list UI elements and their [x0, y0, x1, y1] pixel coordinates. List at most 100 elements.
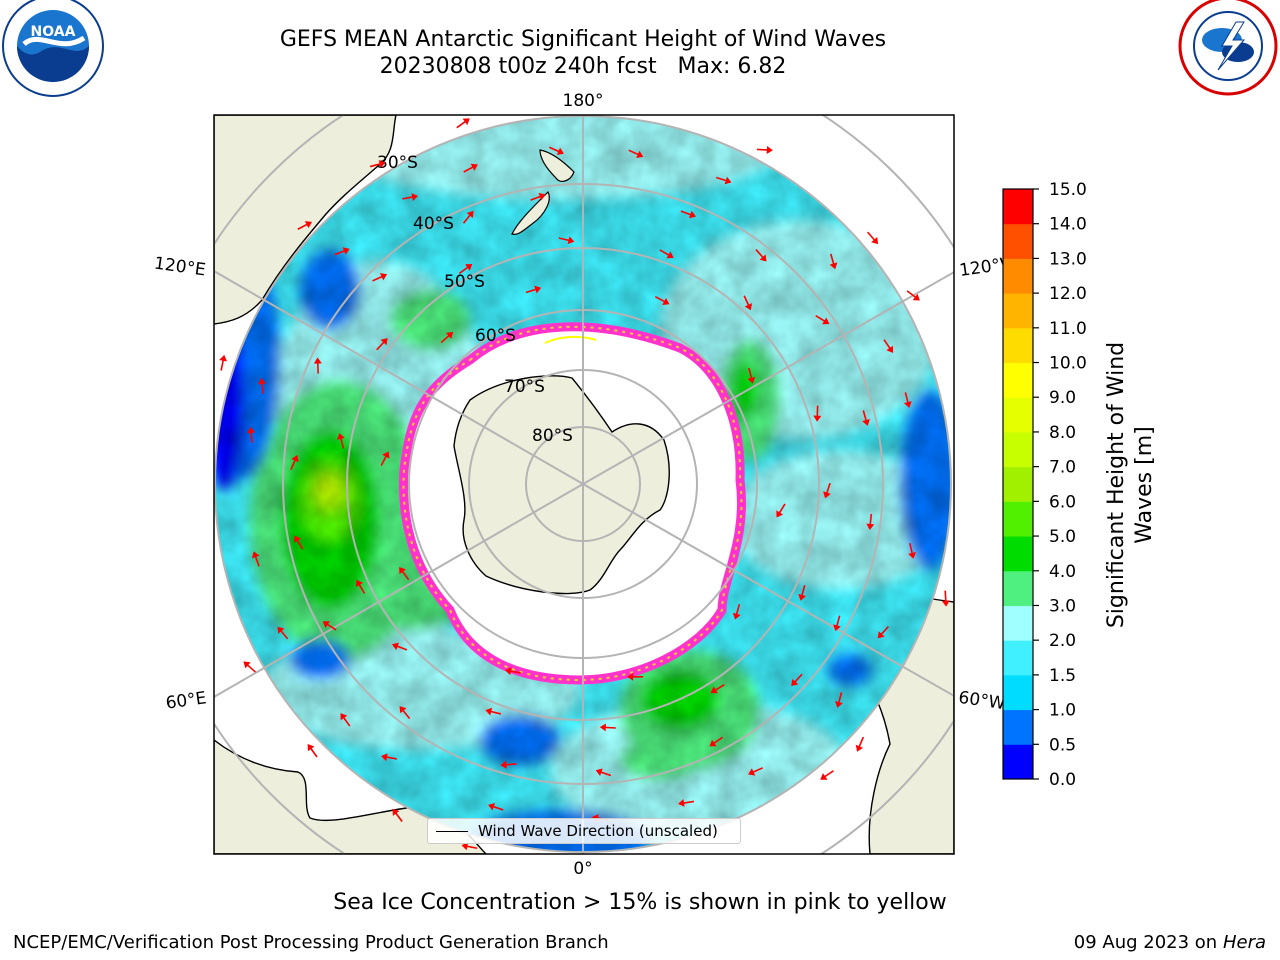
wave-direction-arrow	[380, 451, 390, 466]
colorbar-tick-label: 4.0	[1049, 562, 1076, 582]
wave-direction-arrow	[906, 290, 920, 301]
map-subtitle: 20230808 t00z 240h fcst Max: 6.82	[379, 54, 787, 79]
lat-label-80s: 80°S	[532, 426, 573, 446]
colorbar-segment	[1003, 397, 1033, 433]
wave-direction-arrow	[548, 146, 564, 155]
wave-direction-arrow	[219, 354, 228, 371]
colorbar-frame	[1002, 188, 1034, 780]
colorbar-label-line2: Waves [m]	[1132, 426, 1157, 543]
wave-direction-arrow	[908, 542, 916, 559]
wave-direction-arrow	[678, 799, 695, 807]
wave-direction-arrow	[313, 357, 322, 374]
lat-label-30s: 30°S	[377, 153, 418, 173]
wave-direction-arrow	[391, 642, 408, 651]
wave-direction-arrow	[747, 367, 756, 384]
colorbar-tick-label: 10.0	[1049, 354, 1087, 374]
map-legend: Wind Wave Direction (unscaled)	[427, 818, 741, 844]
wave-direction-arrow	[941, 590, 950, 607]
wave-direction-arrow	[322, 621, 337, 631]
wave-direction-arrow	[866, 513, 875, 530]
wave-direction-arrow	[743, 295, 752, 311]
nws-logo-icon	[1178, 0, 1278, 96]
wave-direction-arrow	[823, 482, 831, 499]
colorbar-segment	[1003, 258, 1033, 294]
wave-direction-arrow	[820, 770, 834, 780]
footer-host: Hera	[1222, 932, 1266, 953]
wave-direction-arrow	[756, 145, 773, 154]
wave-direction-arrow	[337, 433, 345, 449]
colorbar-segment	[1003, 744, 1033, 780]
lon-label-0: 0°	[573, 859, 592, 879]
lat-label-40s: 40°S	[413, 214, 454, 234]
colorbar-label: Significant Height of Wind Waves [m]	[1104, 342, 1157, 628]
wave-direction-arrow	[461, 842, 478, 851]
colorbar-segment	[1003, 709, 1033, 745]
colorbar-tick-label: 6.0	[1049, 492, 1076, 512]
wave-direction-arrow	[862, 410, 870, 426]
colorbar-label-line1: Significant Height of Wind	[1104, 342, 1129, 628]
wave-direction-arrow	[402, 193, 419, 201]
footer-date: 09 Aug 2023 on Hera	[1074, 932, 1266, 953]
colorbar-tick-label: 5.0	[1049, 527, 1076, 547]
wave-direction-arrow	[755, 249, 767, 262]
lat-label-70s: 70°S	[504, 377, 545, 397]
colorbar-tick-label: 3.0	[1049, 596, 1076, 616]
wave-direction-arrow	[715, 176, 732, 185]
wave-direction-arrow	[829, 253, 838, 270]
noaa-logo-icon: NOAA	[2, 0, 104, 97]
wave-direction-arrow	[835, 692, 843, 708]
colorbar-tick-label: 1.5	[1049, 666, 1076, 686]
wave-direction-arrow	[307, 744, 318, 758]
svg-text:NOAA: NOAA	[31, 24, 76, 40]
colorbar-segment	[1003, 674, 1033, 711]
colorbar-tick-label: 2.0	[1049, 631, 1076, 651]
wave-direction-arrow	[776, 503, 786, 518]
wave-direction-arrow	[440, 331, 454, 344]
wave-direction-arrow	[883, 339, 894, 353]
map-frame	[213, 114, 955, 855]
wave-direction-arrow	[815, 314, 830, 325]
colorbar-segment	[1003, 362, 1033, 398]
wave-direction-arrow	[791, 673, 803, 687]
wave-direction-arrow	[488, 802, 504, 811]
wave-direction-arrow	[356, 579, 366, 594]
wave-direction-arrow	[866, 231, 879, 245]
wave-direction-arrow	[558, 236, 575, 245]
sea-ice-caption: Sea Ice Concentration > 15% is shown in …	[333, 890, 947, 915]
wave-direction-arrow	[277, 626, 289, 640]
colorbar-tick-label: 12.0	[1049, 284, 1087, 304]
colorbar: 0.0 0.5 1.0 1.5 2.0 3.0 4.0 5.0 6.0 7.0 8.0 9.0 10.0…	[1002, 180, 1087, 790]
wave-direction-arrow	[599, 723, 616, 732]
map-title: GEFS MEAN Antarctic Significant Height o…	[279, 27, 887, 52]
wave-direction-arrow	[243, 661, 256, 673]
wave-direction-arrow	[627, 672, 644, 681]
wave-direction-arrow	[748, 767, 764, 776]
colorbar-tick-label: 1.0	[1049, 701, 1076, 721]
wave-direction-arrow	[399, 706, 411, 720]
antarctica-landmass	[453, 375, 670, 595]
colorbar-segment	[1003, 189, 1033, 225]
colorbar-tick-label: 15.0	[1049, 180, 1087, 200]
colorbar-segment	[1003, 501, 1033, 537]
wave-direction-arrow	[709, 736, 724, 747]
wave-direction-arrow	[376, 338, 388, 351]
wave-direction-arrow	[710, 683, 725, 694]
wave-direction-arrow	[258, 377, 267, 394]
wave-direction-arrow	[294, 535, 304, 550]
wave-direction-arrow	[732, 604, 741, 620]
wave-direction-arrow	[525, 285, 542, 294]
graticule	[214, 115, 954, 854]
wave-direction-arrow	[504, 667, 521, 676]
wave-direction-arrow	[392, 808, 403, 822]
footer-date-text: 09 Aug 2023 on	[1073, 932, 1218, 953]
colorbar-segment	[1003, 605, 1033, 641]
wave-direction-arrow	[458, 263, 473, 275]
wave-direction-arrow	[399, 566, 410, 581]
wave-direction-arrow	[798, 585, 806, 601]
colorbar-tick-label: 8.0	[1049, 423, 1076, 443]
wave-direction-arrow	[903, 392, 912, 408]
wave-direction-arrow	[297, 221, 312, 230]
colorbar-segment	[1003, 293, 1033, 329]
wave-direction-arrow	[381, 753, 397, 762]
